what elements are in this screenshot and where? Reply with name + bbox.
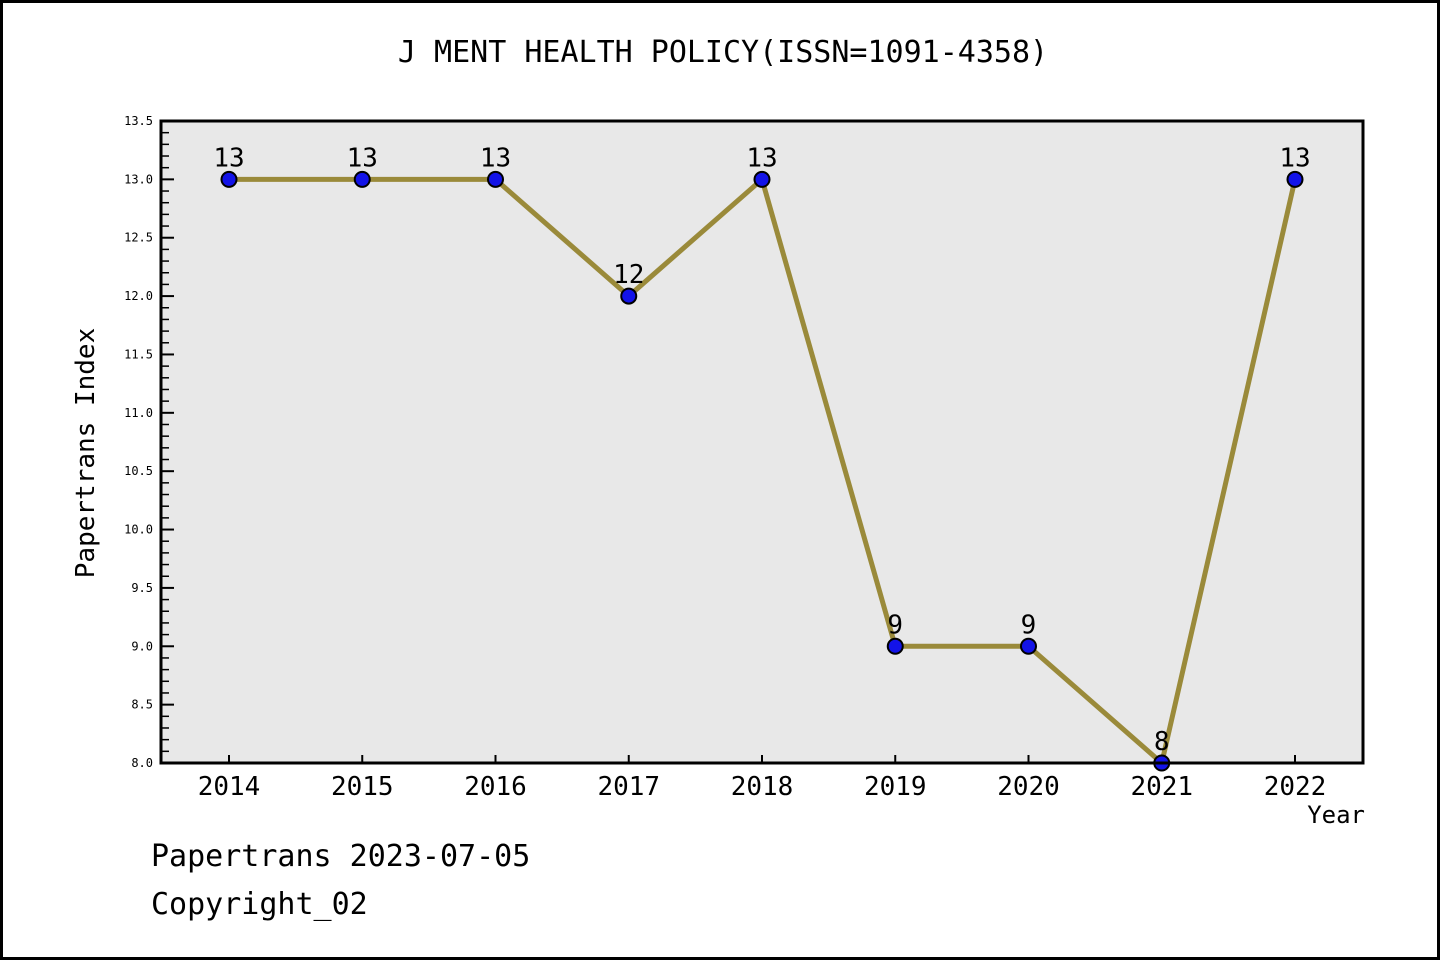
data-point [220,170,238,188]
data-point [487,170,504,188]
y-tick-label: 9.5 [131,581,153,595]
y-axis-title: Papertrans Index [71,327,101,579]
x-tick-label: 2017 [597,772,660,802]
x-tick-label: 2014 [198,772,261,802]
y-tick-label: 11.5 [124,347,153,361]
y-tick-label: 12.5 [124,231,153,245]
x-tick-label: 2016 [464,772,527,802]
y-tick-label: 11.0 [124,406,153,420]
point-label: 12 [613,260,644,290]
y-tick-label: 8.5 [131,698,153,712]
point-label: 9 [1021,610,1037,640]
data-point [620,287,638,305]
line-chart-plot: 8.0 8.5 9.0 9.5 10.0 10.5 11.0 11.5 12.0 12.5 13.0… [124,114,1365,802]
y-tick-label: 13.5 [124,114,153,128]
y-tick-label: 10.5 [124,464,153,478]
data-point [353,170,371,188]
point-label: 13 [213,143,244,173]
x-tick-label: 2020 [997,772,1060,802]
point-label: 13 [746,143,777,173]
x-tick-label: 2019 [864,772,927,802]
data-point [1020,637,1037,655]
x-tick-label: 2021 [1130,772,1193,802]
point-label: 13 [1279,143,1310,173]
footer-copyright: Copyright_02 [151,887,368,922]
point-label: 9 [887,610,903,640]
data-point [1286,170,1304,188]
plot-background [161,121,1363,763]
y-tick-label: 8.0 [131,756,153,770]
data-point [753,170,771,188]
x-tick-label: 2015 [331,772,394,802]
x-axis-title: Year [1307,801,1365,829]
point-label: 8 [1154,727,1170,757]
x-tick-label: 2018 [731,772,794,802]
plot-border [159,119,1365,765]
y-tick-label: 10.0 [124,523,153,537]
chart-title: J MENT HEALTH POLICY(ISSN=1091-4358) [397,35,1049,70]
data-point [886,637,904,655]
y-tick-label: 9.0 [131,639,153,653]
y-tick-label: 12.0 [124,289,153,303]
y-tick-label: 13.0 [124,172,153,186]
point-label: 13 [347,143,378,173]
x-tick-label: 2022 [1264,772,1327,802]
footer-watermark: Papertrans 2023-07-05 [151,839,531,874]
point-label: 13 [480,143,511,173]
